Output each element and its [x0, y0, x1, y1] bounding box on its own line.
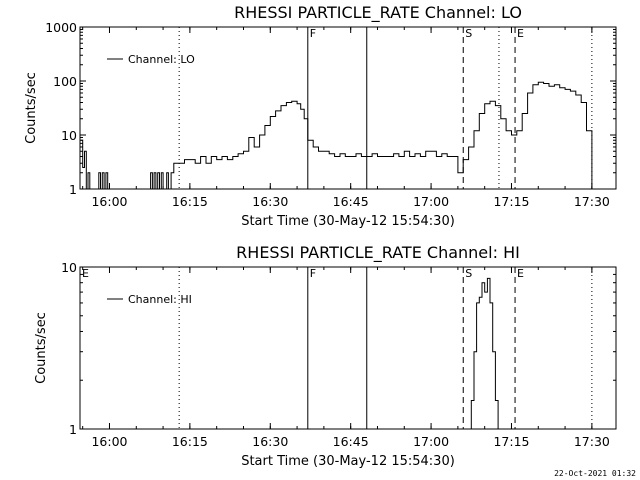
annotation-label: S: [465, 27, 472, 40]
panel-lo-ticks: 16:00 16:15 16:30 16:45 17:00 17:15 17:30 1 10 10…: [45, 20, 616, 209]
panel-lo-legend: Channel: LO: [107, 53, 195, 66]
annotation-label: E: [82, 267, 89, 280]
xtick-label: 16:45: [333, 194, 369, 209]
xtick-label: 17:15: [493, 194, 529, 209]
xtick-label: 17:00: [413, 434, 449, 449]
series-line-channel-hi: [468, 277, 499, 430]
xtick-label: 17:00: [413, 194, 449, 209]
annotation-label: F: [310, 267, 316, 280]
panel-hi-ticks: 16:00 16:15 16:30 16:45 17:00 17:15 17:30 1 10: [61, 260, 616, 449]
panel-hi-xlabel: Start Time (30-May-12 15:54:30): [241, 454, 455, 469]
panel-hi-title: RHESSI PARTICLE_RATE Channel: HI: [236, 243, 520, 263]
series-line-channel-lo: [80, 81, 593, 190]
ytick-label: 100: [53, 74, 77, 89]
xtick-label: 16:00: [91, 434, 127, 449]
xtick-label: 17:30: [574, 434, 610, 449]
annotation-label: E: [517, 267, 524, 280]
panel-hi-ylabel: Counts/sec: [34, 312, 49, 384]
panel-lo-xlabel: Start Time (30-May-12 15:54:30): [241, 214, 455, 229]
annotation-label: S: [465, 267, 472, 280]
ytick-label: 1000: [45, 20, 77, 35]
ytick-label: 10: [61, 128, 77, 143]
ytick-label: 1: [69, 182, 77, 197]
xtick-label: 16:15: [172, 194, 208, 209]
panel-lo-ylabel: Counts/sec: [24, 72, 39, 144]
panel-hi-legend: Channel: HI: [107, 293, 192, 306]
panel-lo-frame: [79, 26, 617, 190]
legend-label-channel-lo: Channel: LO: [128, 53, 195, 66]
panel-hi: RHESSI PARTICLE_RATE Channel: HI E F S E 16…: [34, 243, 617, 469]
footer-timestamp: 22-Oct-2021 01:32: [554, 469, 636, 478]
panel-lo-title: RHESSI PARTICLE_RATE Channel: LO: [234, 3, 522, 23]
xtick-label: 16:15: [172, 434, 208, 449]
panel-hi-frame: [79, 266, 617, 430]
xtick-label: 17:30: [574, 194, 610, 209]
xtick-label: 16:45: [333, 434, 369, 449]
annotation-label: F: [310, 27, 316, 40]
xtick-label: 16:30: [252, 194, 288, 209]
xtick-label: 16:30: [252, 434, 288, 449]
xtick-label: 16:00: [91, 194, 127, 209]
xtick-label: 17:15: [493, 434, 529, 449]
annotation-label: E: [517, 27, 524, 40]
ytick-label: 10: [61, 260, 77, 275]
panel-lo: RHESSI PARTICLE_RATE Channel: LO F S E 16:…: [24, 3, 617, 229]
ytick-label: 1: [69, 422, 77, 437]
legend-label-channel-hi: Channel: HI: [128, 293, 192, 306]
